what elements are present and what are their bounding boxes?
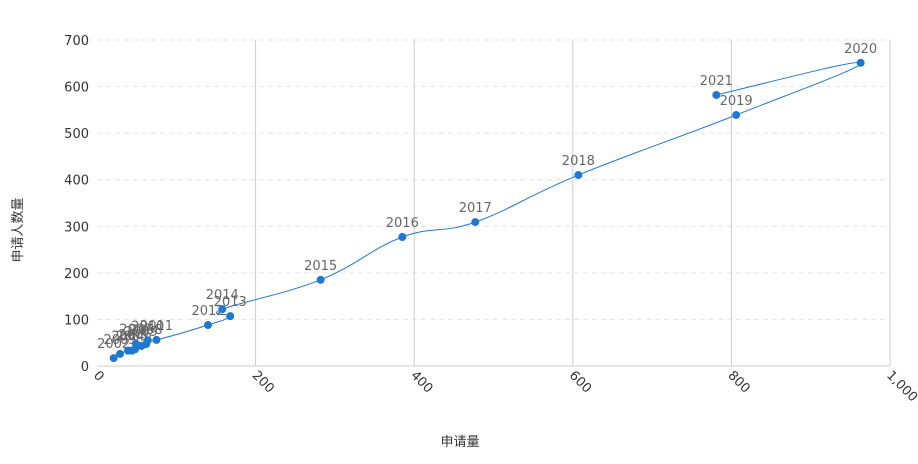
- x-tick-label: 200: [249, 368, 277, 396]
- point-label: 2011: [140, 319, 173, 334]
- point-label: 2017: [459, 201, 492, 216]
- x-tick-label: 800: [725, 368, 753, 396]
- point-label: 2002: [97, 337, 130, 352]
- point-label: 2019: [720, 94, 753, 109]
- point: [574, 171, 583, 180]
- point-label: 2005: [115, 330, 148, 345]
- x-axis-title: 申请量: [440, 435, 479, 450]
- point: [316, 275, 325, 284]
- x-tick-label: 0: [90, 368, 106, 384]
- x-tick-label: 1,000: [883, 368, 918, 405]
- point: [109, 354, 118, 363]
- point-label: 2021: [700, 74, 733, 89]
- y-tick-label: 100: [64, 313, 89, 328]
- point-label: 2014: [206, 288, 239, 303]
- point: [226, 312, 235, 321]
- y-tick-label: 300: [64, 220, 89, 235]
- y-tick-label: 700: [64, 34, 89, 49]
- point-label: 2007: [119, 323, 152, 338]
- y-tick-label: 0: [81, 360, 89, 375]
- point: [115, 349, 124, 358]
- y-tick-label: 200: [64, 267, 89, 282]
- x-tick-label: 600: [566, 368, 594, 396]
- point-label: 2020: [844, 42, 877, 57]
- point: [204, 321, 213, 330]
- y-tick-label: 600: [64, 81, 89, 96]
- point-label: 2003: [103, 333, 136, 348]
- point: [398, 232, 407, 241]
- point: [856, 58, 865, 67]
- point-label: 2009: [125, 325, 158, 340]
- point-label: 2008: [130, 323, 163, 338]
- point-label: 2018: [562, 154, 595, 169]
- point: [712, 90, 721, 99]
- y-axis-title: 申请人数量: [11, 197, 26, 262]
- point: [143, 336, 152, 345]
- point: [471, 218, 480, 227]
- y-tick-label: 500: [64, 127, 89, 142]
- point: [218, 305, 227, 314]
- point: [732, 110, 741, 119]
- point-label: 2015: [304, 259, 337, 274]
- point-label: 2006: [119, 328, 152, 343]
- point-label: 2010: [131, 319, 164, 334]
- point-label: 2012: [191, 304, 224, 319]
- point-label: 2016: [386, 216, 419, 231]
- point: [152, 335, 161, 344]
- y-tick-label: 400: [64, 174, 89, 189]
- x-tick-label: 400: [407, 368, 435, 396]
- point: [137, 341, 146, 350]
